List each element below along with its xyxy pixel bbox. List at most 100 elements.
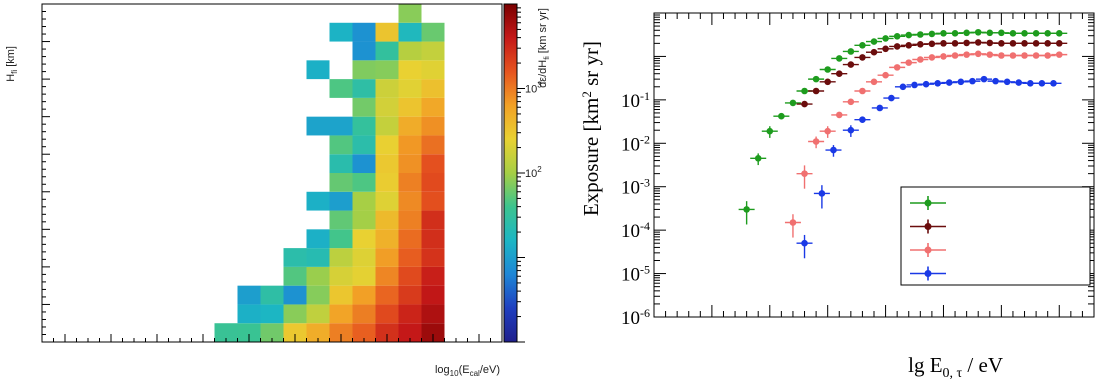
- exposure-y-tick-label: 10-5: [621, 263, 650, 286]
- data-point: [859, 87, 866, 95]
- data-point: [801, 170, 808, 177]
- data-point: [893, 33, 901, 40]
- exposure-x-ticks: [653, 13, 1095, 317]
- heatmap-cell: [375, 173, 399, 192]
- heatmap-cell: [306, 304, 330, 324]
- legend: [900, 186, 1091, 286]
- heatmap-cell: [329, 285, 353, 305]
- data-point: [847, 98, 855, 106]
- data-point: [1055, 40, 1063, 47]
- heatmap-x-label-sub: 10: [450, 369, 459, 378]
- heatmap-cell: [329, 266, 353, 286]
- heatmap-cell: [306, 323, 330, 342]
- data-point: [998, 52, 1005, 59]
- heatmap-cell: [398, 97, 422, 117]
- legend-marker: [924, 223, 932, 230]
- data-point: [835, 70, 843, 78]
- heatmap-cell: [398, 135, 422, 155]
- heatmap-cell: [329, 323, 353, 342]
- heatmap-cell: [237, 285, 261, 305]
- colorbar: [504, 4, 517, 342]
- heatmap-cell: [375, 154, 399, 173]
- data-point: [986, 51, 994, 58]
- data-point: [888, 94, 895, 102]
- heatmap-cell: [329, 191, 353, 211]
- data-point: [1009, 40, 1017, 47]
- heatmap-cell: [237, 304, 261, 324]
- heatmap-cell: [398, 116, 422, 136]
- data-point: [801, 87, 808, 95]
- data-point: [1032, 30, 1040, 37]
- exposure-y-tick-label: 10-3: [621, 176, 650, 199]
- heatmap-cell: [375, 323, 399, 342]
- data-point: [963, 39, 970, 47]
- heatmap-cell: [352, 60, 376, 80]
- data-point: [905, 42, 913, 49]
- heatmap-cell: [421, 154, 445, 173]
- data-point: [812, 138, 820, 145]
- data-point: [789, 99, 797, 107]
- data-point: [812, 75, 820, 83]
- exposure-x-label: lg E0, τ / eV: [908, 353, 1003, 381]
- data-point: [893, 43, 901, 50]
- heatmap-cell: [375, 60, 399, 80]
- colorbar-label-unit: [km sr yr]: [537, 8, 549, 56]
- data-point: [801, 100, 808, 108]
- heatmap-cell: [398, 4, 422, 23]
- heatmap-cell: [352, 41, 376, 61]
- data-point: [882, 45, 889, 53]
- data-point: [998, 40, 1005, 47]
- exposure-y-tick-label: 10-6: [621, 306, 650, 329]
- heatmap-cell: [214, 323, 238, 342]
- data-point: [1044, 40, 1051, 47]
- exposure-series: [738, 28, 1068, 259]
- exposure-y-tick-label: 10-1: [621, 89, 650, 112]
- heatmap-cell: [329, 22, 353, 42]
- data-point: [801, 239, 808, 247]
- data-point: [1021, 30, 1028, 37]
- data-point: [882, 71, 889, 79]
- data-point: [778, 112, 785, 120]
- exposure-x-label-unit: / eV: [962, 353, 1003, 377]
- heatmap-cell: [329, 229, 353, 249]
- data-point: [917, 56, 924, 63]
- exposure-y-ticks: 10-6 10-5 10-4 10-3 10-2 10-1: [621, 12, 1094, 329]
- data-point: [1044, 52, 1051, 59]
- legend-marker: [924, 246, 932, 254]
- data-point: [969, 77, 976, 85]
- data-point: [917, 31, 924, 38]
- heatmap-cell: [306, 229, 330, 249]
- heatmap-cell: [421, 97, 445, 117]
- data-point: [847, 48, 855, 55]
- data-point: [847, 61, 855, 68]
- heatmap-cell: [375, 229, 399, 249]
- data-point: [830, 146, 837, 154]
- data-point: [940, 30, 947, 37]
- heatmap-cell: [421, 285, 445, 305]
- data-point: [951, 52, 959, 59]
- data-point: [922, 80, 930, 88]
- heatmap-cell: [283, 266, 307, 286]
- data-point: [1032, 52, 1040, 59]
- heatmap-cell: [398, 173, 422, 192]
- exposure-y-tick-label: 10-4: [621, 219, 650, 242]
- data-point: [928, 30, 936, 38]
- heatmap-cell: [421, 135, 445, 155]
- heatmap-cell: [306, 285, 330, 305]
- data-point: [818, 190, 826, 197]
- heatmap-cell: [398, 79, 422, 98]
- heatmap-cell: [421, 41, 445, 61]
- heatmap-cell: [283, 285, 307, 305]
- data-point: [835, 111, 843, 119]
- heatmap-cell: [352, 210, 376, 230]
- heatmap-cell: [352, 304, 376, 324]
- data-point: [1015, 79, 1023, 86]
- exposure-panel: 10-6 10-5 10-4 10-3 10-2 10-1 lg E0, τ / eV E…: [579, 12, 1095, 381]
- legend-marker: [924, 270, 932, 277]
- heatmap-y-label-unit: [km]: [5, 46, 17, 70]
- heatmap-cell: [375, 79, 399, 98]
- heatmap-cell: [375, 116, 399, 136]
- heatmap-cell: [329, 210, 353, 230]
- heatmap-cell: [398, 323, 422, 342]
- colorbar-label-sub: fi: [544, 56, 551, 60]
